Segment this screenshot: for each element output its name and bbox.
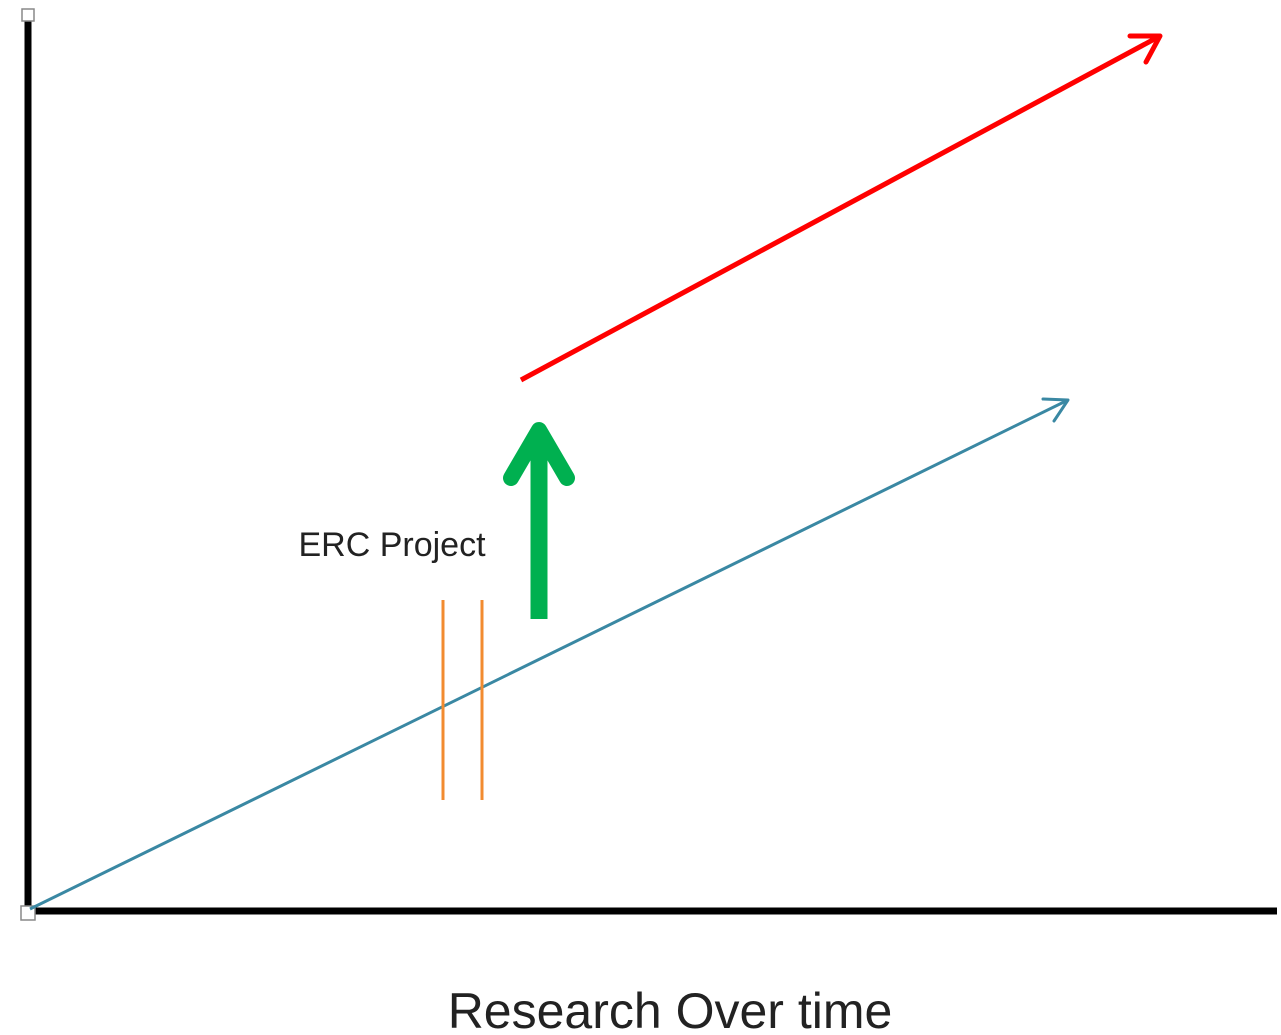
y-axis-top-handle[interactable] xyxy=(21,8,35,22)
boost-arrow-head xyxy=(503,422,575,486)
arrowhead-icon xyxy=(1041,397,1070,423)
up-arrow-icon xyxy=(503,422,575,619)
x-axis-title: Research Over time xyxy=(448,983,893,1035)
project-label: ERC Project xyxy=(298,526,486,564)
baseline-trend-line xyxy=(29,398,1069,911)
arrowhead-icon xyxy=(1127,33,1163,65)
boosted-trend-line xyxy=(519,33,1162,383)
boosted-trend-arrow xyxy=(519,33,1163,383)
baseline-trend-arrow xyxy=(29,397,1070,911)
